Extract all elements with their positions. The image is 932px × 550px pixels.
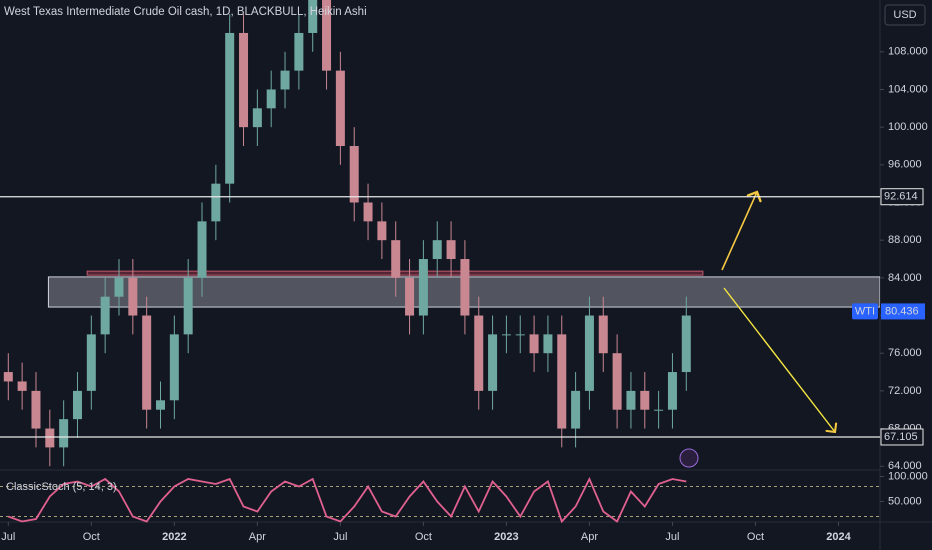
y-tick-label: 104.000 bbox=[888, 83, 928, 95]
x-tick-label: Apr bbox=[581, 531, 598, 543]
y-tick-label: 72.000 bbox=[888, 385, 922, 397]
candle-body bbox=[211, 183, 221, 222]
y-tick-label: 76.000 bbox=[888, 347, 922, 359]
candle-body bbox=[543, 334, 553, 354]
candle-body bbox=[391, 240, 401, 278]
candle-body bbox=[598, 315, 608, 354]
candle-body bbox=[17, 381, 27, 391]
candle-body bbox=[363, 202, 373, 222]
stoch-pane: 100.000 50.000 bbox=[0, 470, 928, 524]
y-tick-label: 100.000 bbox=[888, 121, 928, 133]
y-tick-label: 88.000 bbox=[888, 234, 922, 246]
candle-body bbox=[72, 390, 82, 420]
candle-body bbox=[446, 240, 456, 260]
level-label: 92.614 bbox=[884, 191, 918, 203]
x-tick-label: 2022 bbox=[162, 531, 186, 543]
candle-body bbox=[640, 390, 650, 410]
last-price-label: 80.436 bbox=[885, 305, 919, 317]
currency: USD bbox=[893, 9, 916, 21]
candle-body bbox=[349, 145, 359, 203]
stoch-tick-label: 50.000 bbox=[888, 495, 922, 507]
candle-body bbox=[225, 32, 235, 184]
up-arrow bbox=[721, 192, 757, 271]
level-label-box bbox=[880, 428, 924, 446]
candle-body bbox=[529, 334, 539, 354]
y-tick-label: 96.000 bbox=[888, 159, 922, 171]
y-tick-label: 108.000 bbox=[888, 46, 928, 58]
x-tick-label: 2024 bbox=[826, 531, 851, 543]
candle-body bbox=[377, 221, 387, 241]
candle-body bbox=[252, 108, 262, 128]
last-price-box bbox=[881, 303, 925, 320]
x-tick-label: Oct bbox=[415, 531, 432, 543]
y-tick-label: 84.000 bbox=[888, 272, 922, 284]
candle-body bbox=[418, 259, 428, 316]
candle-body bbox=[3, 372, 13, 382]
candle-body bbox=[612, 353, 622, 410]
candle-body bbox=[654, 409, 664, 411]
x-tick-label: Oct bbox=[83, 531, 100, 543]
candle-body bbox=[488, 334, 498, 391]
price-pane bbox=[3, 0, 880, 467]
candle-body bbox=[584, 315, 594, 391]
x-tick-label: Jul bbox=[665, 531, 679, 543]
candle-body bbox=[86, 334, 96, 391]
level-label-box bbox=[880, 188, 924, 206]
x-tick-label: Jul bbox=[333, 531, 347, 543]
candle-body bbox=[322, 0, 332, 71]
candle-body bbox=[239, 32, 249, 128]
last-price-name-box bbox=[852, 303, 878, 320]
stoch-tick-label: 100.000 bbox=[888, 470, 928, 482]
candle-body bbox=[405, 277, 415, 316]
candle-body bbox=[335, 70, 345, 146]
indicator-name: ClassicStoch (5, 14, 3) bbox=[6, 481, 117, 493]
candle-body bbox=[114, 277, 124, 297]
candle-body bbox=[571, 390, 581, 429]
candle-body bbox=[280, 70, 290, 90]
candle-body bbox=[128, 277, 138, 316]
x-tick-label: Apr bbox=[249, 531, 266, 543]
candle-body bbox=[100, 296, 110, 335]
x-tick-label: Jul bbox=[1, 531, 15, 543]
candle-body bbox=[183, 277, 193, 335]
candle-body bbox=[197, 221, 207, 278]
candle-body bbox=[501, 334, 511, 336]
alert-icon[interactable] bbox=[679, 448, 699, 468]
down-arrow bbox=[723, 287, 835, 432]
x-tick-label: 2023 bbox=[494, 531, 518, 543]
candle-body bbox=[626, 390, 636, 410]
candle-body bbox=[308, 0, 318, 33]
candle-body bbox=[45, 428, 55, 448]
stoch-line bbox=[7, 476, 687, 524]
candle-body bbox=[667, 372, 677, 410]
last-price-name: WTI bbox=[855, 305, 875, 317]
candle-body bbox=[432, 240, 442, 260]
candle-body bbox=[460, 259, 470, 316]
candle-body bbox=[681, 315, 691, 373]
level-label: 67.105 bbox=[884, 431, 918, 443]
y-tick-label: 64.000 bbox=[888, 460, 922, 472]
candle-body bbox=[266, 89, 276, 109]
candle-body bbox=[474, 315, 484, 391]
candle-body bbox=[142, 315, 152, 410]
x-tick-label: Oct bbox=[747, 531, 764, 543]
candle-body bbox=[156, 400, 166, 410]
candle-body bbox=[515, 334, 525, 336]
candle-body bbox=[31, 390, 41, 429]
candle-body bbox=[294, 32, 304, 71]
candle-body bbox=[59, 419, 69, 448]
candle-body bbox=[169, 334, 179, 401]
chart-title: West Texas Intermediate Crude Oil cash, … bbox=[4, 6, 367, 18]
currency-button[interactable] bbox=[884, 4, 926, 26]
candle-body bbox=[557, 334, 567, 429]
